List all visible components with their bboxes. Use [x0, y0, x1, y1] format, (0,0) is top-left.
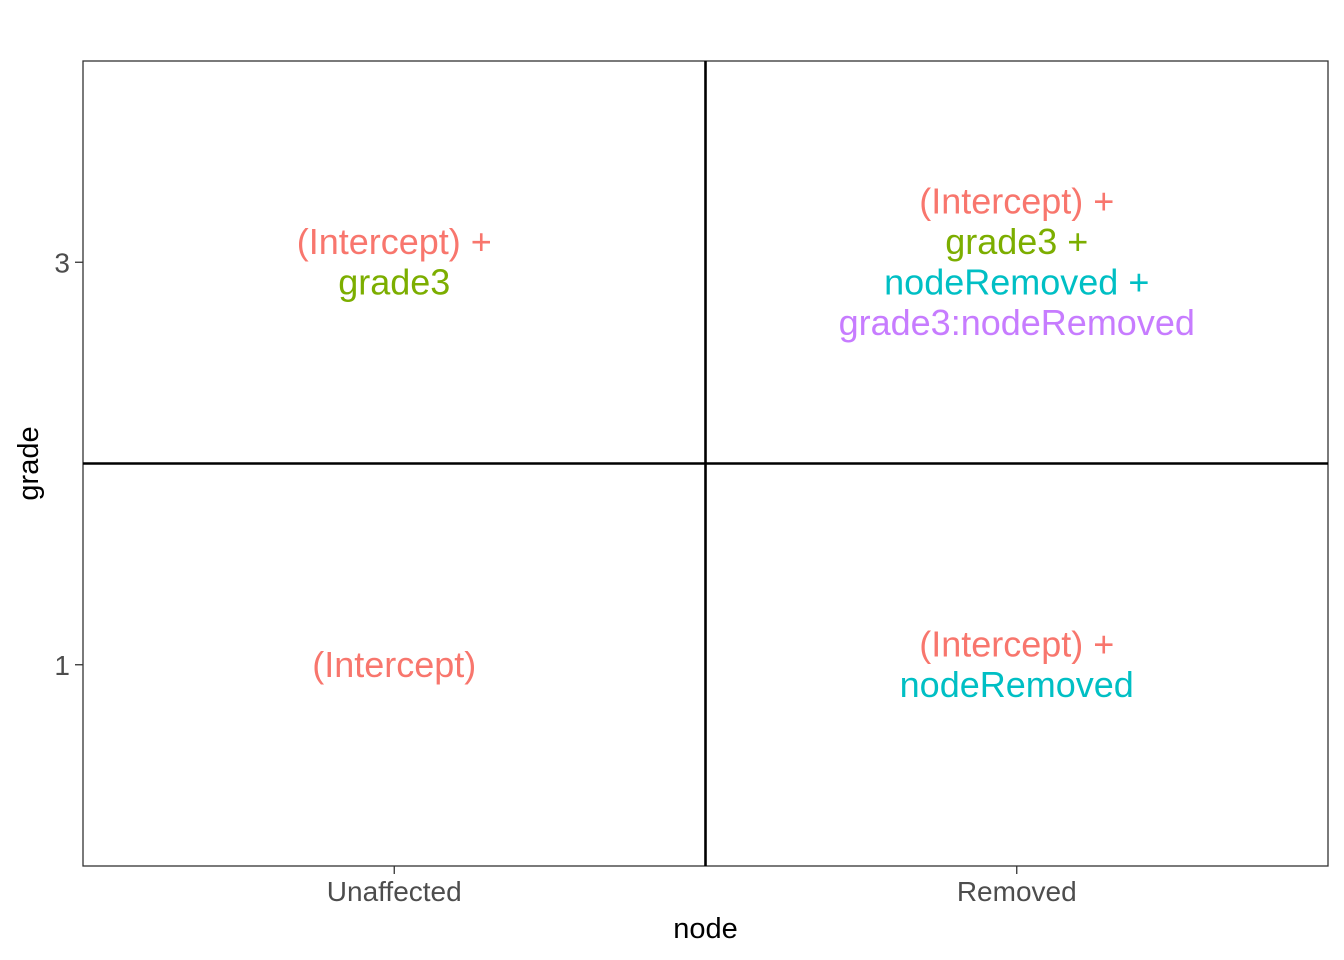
cell-term-line: grade3 + — [945, 221, 1088, 262]
cell-term-line: grade3 — [338, 262, 450, 303]
cell-term-line: (Intercept) — [312, 644, 476, 685]
x-tick-label: Removed — [957, 876, 1077, 907]
cell-label-removed-grade1: (Intercept) +nodeRemoved — [900, 624, 1134, 706]
y-axis-title: grade — [13, 426, 45, 500]
x-axis: Unaffected Removed — [327, 866, 1077, 907]
cell-labels: (Intercept) +grade3(Intercept) +grade3 +… — [297, 181, 1195, 706]
cell-term-line: nodeRemoved — [900, 664, 1134, 705]
x-axis-title: node — [673, 913, 738, 945]
cell-label-unaffected-grade1: (Intercept) — [312, 644, 476, 685]
y-tick-label: 3 — [54, 247, 70, 278]
x-tick-label: Unaffected — [327, 876, 462, 907]
cell-term-line: nodeRemoved + — [884, 262, 1149, 303]
cell-term-line: (Intercept) + — [919, 181, 1114, 222]
y-axis: 13 — [54, 247, 83, 681]
cell-label-unaffected-grade3: (Intercept) +grade3 — [297, 221, 492, 303]
cell-term-line: (Intercept) + — [919, 624, 1114, 665]
cell-term-line: grade3:nodeRemoved — [839, 302, 1195, 343]
y-tick-label: 1 — [54, 650, 70, 681]
cell-term-line: (Intercept) + — [297, 221, 492, 262]
cell-label-removed-grade3: (Intercept) +grade3 +nodeRemoved +grade3… — [839, 181, 1195, 344]
